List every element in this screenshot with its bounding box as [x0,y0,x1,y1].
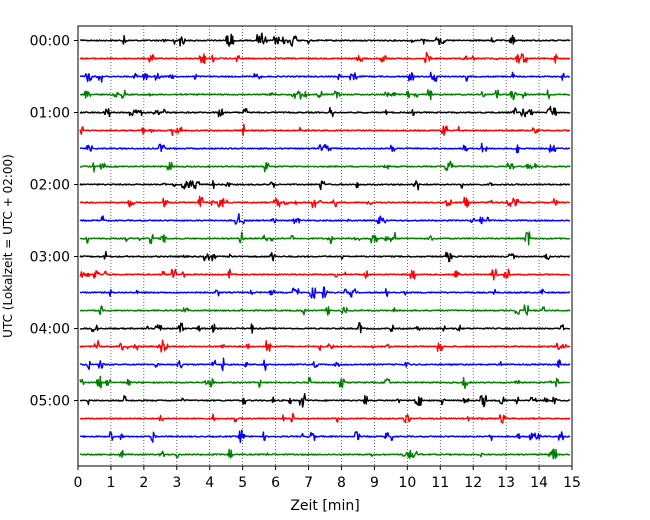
x-tick-label-15: 15 [563,475,581,491]
trace-12 [79,231,571,246]
trace-10 [79,195,571,209]
trace-4 [79,89,571,101]
x-tick-label-12: 12 [464,475,482,491]
trace-21 [79,392,571,408]
trace-24 [79,448,571,460]
plot-frame [77,25,573,467]
trace-17 [79,321,571,334]
trace-16 [79,304,571,316]
x-tick-label-1: 1 [106,475,115,491]
x-axis-label: Zeit [min] [290,498,359,514]
trace-23 [79,429,571,444]
x-tick-label-4: 4 [205,475,214,491]
trace-6 [79,123,571,137]
x-tick-label-9: 9 [370,475,379,491]
x-tick-label-11: 11 [431,475,449,491]
trace-19 [79,357,571,372]
trace-22 [79,412,571,424]
trace-group [79,32,571,460]
trace-13 [79,250,571,263]
x-tick-label-2: 2 [139,475,148,491]
x-tick-label-14: 14 [530,475,548,491]
trace-8 [79,160,571,173]
trace-14 [79,268,571,281]
y-tick-label-00:00: 00:00 [30,34,70,50]
trace-2 [79,51,571,65]
trace-18 [79,339,571,353]
trace-15 [79,286,571,299]
trace-11 [79,213,571,225]
y-tick-label-03:00: 03:00 [30,250,70,266]
trace-1 [79,32,571,47]
y-tick-label-01:00: 01:00 [30,106,70,122]
trace-3 [79,71,571,83]
y-axis-label: UTC (Lokalzeit = UTC + 02:00) [1,154,15,338]
x-tick-label-10: 10 [398,475,416,491]
x-tick-label-5: 5 [238,475,247,491]
trace-9 [79,180,571,191]
y-axis: 00:00 01:00 02:00 03:00 04:00 05:00 [30,34,78,410]
x-tick-label-7: 7 [304,475,313,491]
trace-5 [79,105,571,118]
trace-7 [79,142,571,154]
trace-20 [79,375,571,390]
x-tick-label-8: 8 [337,475,346,491]
x-tick-label-13: 13 [497,475,515,491]
x-axis: 0 1 2 3 4 5 6 7 8 9 10 11 12 13 14 15 [74,466,581,491]
y-tick-label-04:00: 04:00 [30,322,70,338]
x-tick-label-6: 6 [271,475,280,491]
y-tick-label-02:00: 02:00 [30,178,70,194]
x-tick-label-3: 3 [172,475,181,491]
grid-lines [110,26,540,466]
y-tick-label-05:00: 05:00 [30,394,70,410]
x-tick-label-0: 0 [74,475,83,491]
